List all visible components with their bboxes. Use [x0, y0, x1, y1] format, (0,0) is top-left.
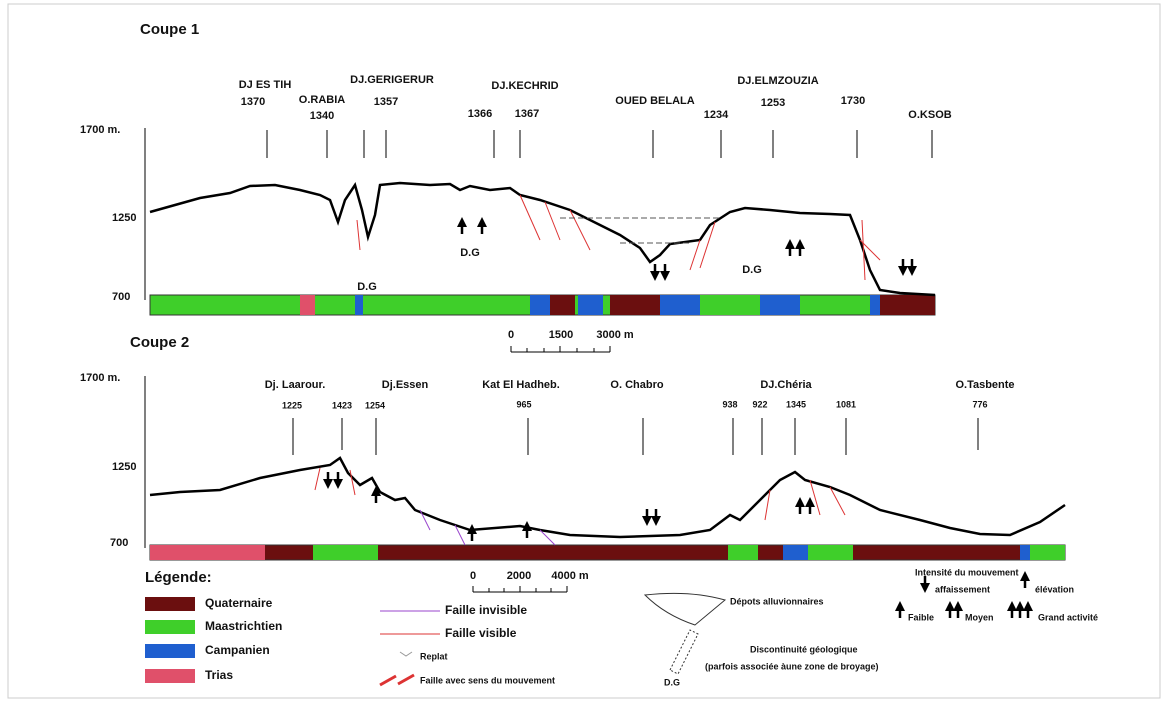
peak-label: Dj.Essen	[382, 379, 429, 391]
legend-symbol	[398, 675, 414, 684]
peak-label: DJ.KECHRID	[491, 80, 558, 92]
legend-symbol	[670, 630, 698, 674]
scale-label: 1500	[549, 329, 573, 341]
scale-label: 0	[508, 329, 514, 341]
legend-title: Légende:	[145, 569, 212, 586]
strata-bar	[150, 295, 935, 315]
legend-label: Campanien	[205, 643, 270, 657]
axis-label: 1700 m.	[80, 124, 120, 136]
legend-label: Moyen	[965, 612, 994, 622]
peak-label: 1340	[310, 110, 334, 122]
peak-label: 922	[752, 399, 767, 409]
legend-label: Intensité du mouvement	[915, 567, 1019, 577]
legend-label: Faille invisible	[445, 603, 527, 617]
legend-swatch	[145, 669, 195, 683]
peak-label: 1370	[241, 96, 265, 108]
peak-label: DJ.ELMZOUZIA	[737, 75, 818, 87]
profile	[150, 458, 1065, 537]
scale-bar	[511, 346, 610, 352]
legend-symbol	[400, 652, 412, 656]
peak-label: 1730	[841, 95, 865, 107]
legend-label: élévation	[1035, 584, 1074, 594]
section-title: Coupe 1	[140, 21, 199, 38]
scale-label: 2000	[507, 570, 531, 582]
legend-label: affaissement	[935, 584, 990, 594]
faults	[357, 195, 880, 280]
peak-label: O.KSOB	[908, 109, 951, 121]
peak-label: 1253	[761, 97, 785, 109]
peak-label: O. Chabro	[610, 379, 663, 391]
legend-label: D.G	[664, 677, 680, 687]
peak-label: 1423	[332, 400, 352, 410]
dg-label: D.G	[357, 281, 377, 293]
scale-label: 4000 m	[551, 570, 589, 582]
axis-label: 700	[112, 291, 130, 303]
peak-label: 1366	[468, 108, 492, 120]
peak-label: 965	[516, 399, 531, 409]
axis-label: 1250	[112, 212, 136, 224]
peak-label: 1367	[515, 108, 539, 120]
dg-label: D.G	[460, 247, 480, 259]
legend-label: Faible	[908, 612, 934, 622]
peak-label: OUED BELALA	[615, 95, 695, 107]
legend-label: Grand activité	[1038, 612, 1098, 622]
axis-label: 1700 m.	[80, 372, 120, 384]
legend-label: Trias	[205, 668, 233, 682]
peak-label: 1254	[365, 400, 385, 410]
legend-swatch	[145, 620, 195, 634]
strata-bar	[150, 545, 1065, 560]
peak-lines	[267, 130, 932, 158]
dg-label: D.G	[742, 264, 762, 276]
legend-label: Maastrichtien	[205, 619, 282, 633]
peak-label: 938	[722, 399, 737, 409]
legend-label: Dépots alluvionnaires	[730, 596, 824, 606]
peak-label: O.RABIA	[299, 94, 346, 106]
peak-label: Kat El Hadheb.	[482, 379, 560, 391]
peak-label: Dj. Laarour.	[265, 379, 326, 391]
peak-label: DJ ES TIH	[239, 79, 292, 91]
scale-label: 3000 m	[596, 329, 634, 341]
peak-label: 1234	[704, 109, 729, 121]
legend-label: (parfois associée àune zone de broyage)	[705, 661, 879, 671]
legend-swatch	[145, 597, 195, 611]
section-title: Coupe 2	[130, 334, 189, 351]
scale-bar	[473, 586, 567, 592]
legend-label: Replat	[420, 651, 448, 661]
peak-lines	[293, 418, 978, 455]
profile	[150, 183, 935, 295]
peak-label: 1357	[374, 96, 398, 108]
legend-swatch	[145, 644, 195, 658]
page: Coupe 1 1700 m. 1250 700 DJ ES TIH 1370 …	[0, 0, 1168, 702]
peak-label: 1345	[786, 399, 806, 409]
peak-label: 776	[972, 399, 987, 409]
legend-symbol	[645, 593, 725, 625]
peak-label: 1081	[836, 399, 856, 409]
legend-label: Faille visible	[445, 626, 517, 640]
axis-label: 700	[110, 537, 128, 549]
peak-label: DJ.Chéria	[760, 379, 812, 391]
axis-label: 1250	[112, 461, 136, 473]
peak-label: O.Tasbente	[955, 379, 1014, 391]
peak-label: DJ.GERIGERUR	[350, 74, 434, 86]
legend-label: Faille avec sens du mouvement	[420, 675, 555, 685]
legend-label: Discontinuité géologique	[750, 644, 858, 654]
scale-label: 0	[470, 570, 476, 582]
legend-label: Quaternaire	[205, 596, 273, 610]
legend-symbol	[380, 676, 396, 685]
peak-label: 1225	[282, 400, 302, 410]
